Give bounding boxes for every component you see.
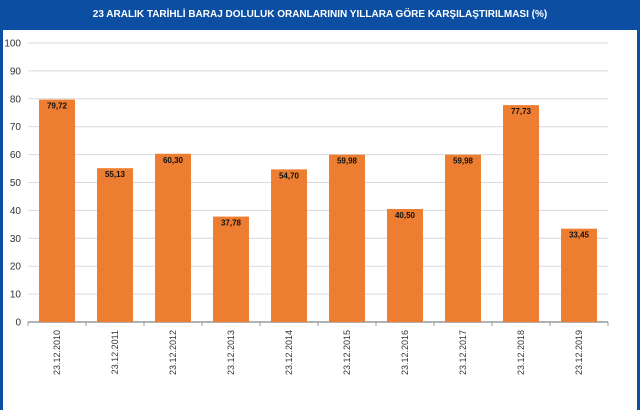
data-label: 59,98 — [337, 157, 358, 166]
data-label: 40,50 — [395, 211, 416, 220]
bar-23.12.2018 — [503, 105, 539, 322]
bars — [39, 99, 597, 322]
data-label: 55,13 — [105, 170, 126, 179]
y-tick-label: 10 — [10, 290, 22, 301]
x-tick-label: 23.12.2017 — [458, 330, 468, 375]
bar-23.12.2017 — [445, 154, 481, 322]
bar-23.12.2010 — [39, 99, 75, 322]
data-label: 37,78 — [221, 219, 242, 228]
data-label: 77,73 — [511, 107, 532, 116]
bar-23.12.2015 — [329, 154, 365, 322]
bar-23.12.2016 — [387, 209, 423, 322]
y-tick-label: 40 — [10, 206, 22, 217]
x-tick-label: 23.12.2013 — [226, 330, 236, 375]
bar-23.12.2013 — [213, 216, 249, 322]
x-tick-label: 23.12.2012 — [168, 330, 178, 375]
y-tick-label: 80 — [10, 94, 22, 105]
data-label: 79,72 — [47, 102, 68, 111]
y-tick-label: 60 — [10, 150, 22, 161]
chart-title: 23 ARALIK TARİHLİ BARAJ DOLULUK ORANLARI… — [92, 9, 548, 20]
y-tick-label: 70 — [10, 122, 22, 133]
x-tick-label: 23.12.2014 — [284, 330, 294, 375]
y-tick-label: 100 — [4, 39, 21, 50]
x-tick-label: 23.12.2016 — [400, 330, 410, 375]
x-tick-label: 23.12.2019 — [574, 330, 584, 375]
frame-left-border — [0, 30, 3, 410]
y-tick-label: 50 — [10, 178, 22, 189]
data-label: 33,45 — [569, 231, 590, 240]
data-label: 60,30 — [163, 156, 184, 165]
y-tick-label: 0 — [15, 318, 21, 329]
y-tick-label: 20 — [10, 262, 22, 273]
frame-right-border — [637, 30, 640, 410]
y-axis: 0 10 20 30 40 50 60 70 80 90 100 — [4, 39, 21, 329]
data-label: 54,70 — [279, 171, 300, 180]
x-axis: 23.12.2010 23.12.2011 23.12.2012 23.12.2013… — [27, 322, 609, 375]
bar-23.12.2019 — [561, 228, 597, 322]
title-bar — [0, 0, 640, 30]
x-tick-label: 23.12.2011 — [110, 330, 120, 374]
y-tick-label: 30 — [10, 234, 22, 245]
bar-23.12.2012 — [155, 153, 191, 322]
y-tick-label: 90 — [10, 66, 22, 77]
bar-23.12.2014 — [271, 169, 307, 322]
data-label: 59,98 — [453, 157, 474, 166]
x-tick-label: 23.12.2018 — [516, 330, 526, 375]
x-tick-label: 23.12.2015 — [342, 330, 352, 375]
data-labels: 79,72 55,13 60,30 37,78 54,70 59,98 40,50 59,98… — [47, 102, 590, 240]
bar-23.12.2011 — [97, 168, 133, 322]
x-tick-label: 23.12.2010 — [52, 330, 62, 375]
